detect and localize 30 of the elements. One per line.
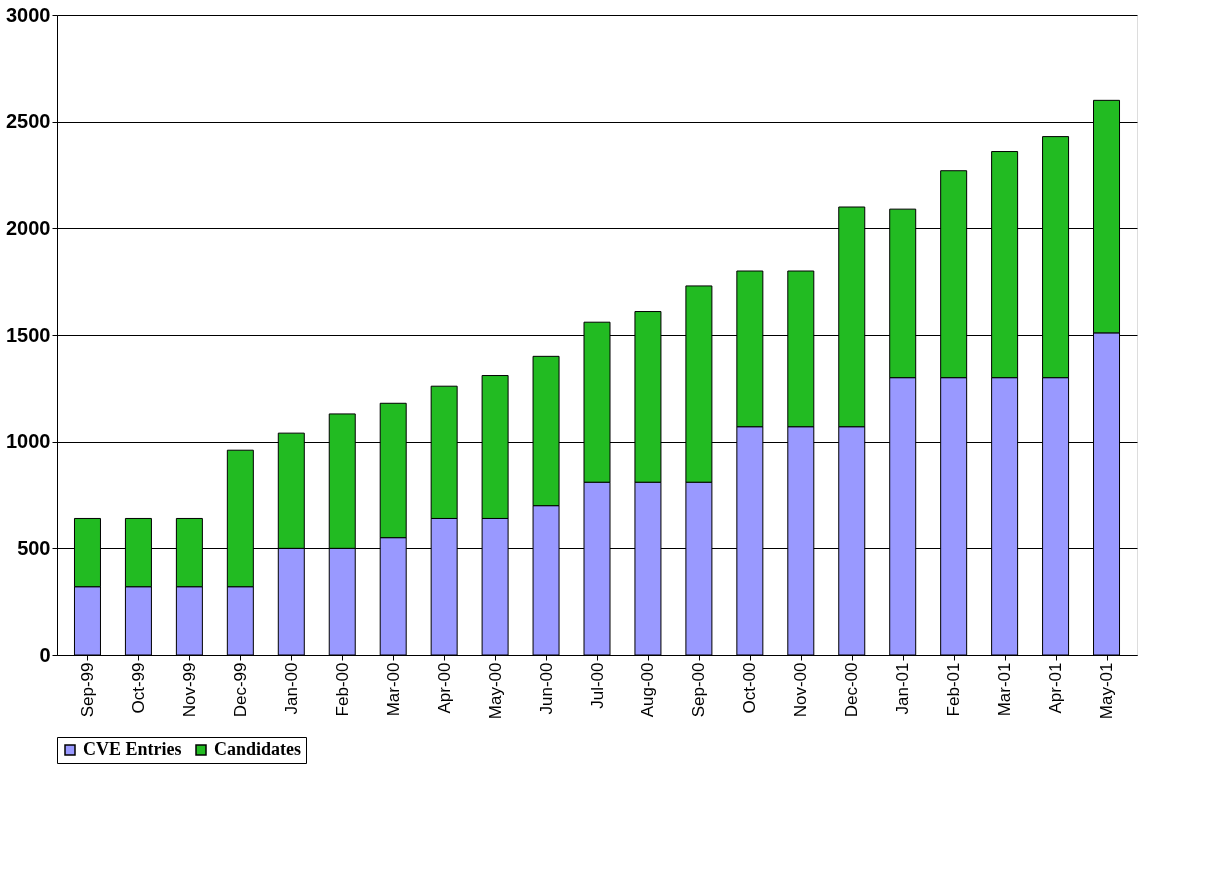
x-tick-label: Feb-01 [944, 662, 964, 717]
x-tick-label: Dec-00 [842, 662, 862, 718]
x-tick-label: Mar-01 [995, 662, 1015, 717]
x-tick-label: Jul-00 [587, 662, 607, 709]
legend-label: Candidates [214, 739, 302, 759]
x-tick-label: May-00 [485, 662, 505, 720]
x-tick-label: Mar-00 [383, 662, 403, 717]
x-tick-label: Apr-00 [434, 662, 454, 714]
y-tick-label: 2500 [6, 110, 51, 133]
legend-label: CVE Entries [83, 739, 182, 759]
x-tick-label: Sep-99 [77, 662, 97, 718]
x-tick-label: Dec-99 [230, 662, 250, 718]
x-tick-label: Oct-00 [740, 662, 760, 714]
x-tick-label: Nov-00 [791, 662, 811, 718]
y-tick-label: 0 [39, 643, 51, 666]
x-tick-label: Oct-99 [128, 662, 148, 714]
x-tick-label: Nov-99 [179, 662, 199, 718]
x-tick-label: Aug-00 [638, 662, 658, 718]
y-tick-label: 500 [17, 536, 51, 559]
y-tick-label: 1000 [6, 430, 51, 453]
x-tick-label: Jun-00 [536, 662, 556, 715]
y-tick-label: 3000 [6, 3, 51, 26]
x-tick-label: May-01 [1097, 662, 1117, 720]
x-tick-label: Sep-00 [689, 662, 709, 718]
x-tick-label: Jan-00 [281, 662, 301, 715]
y-tick-label: 1500 [6, 323, 51, 346]
x-tick-label: Feb-00 [332, 662, 352, 717]
y-tick-label: 2000 [6, 216, 51, 239]
x-tick-label: Apr-01 [1046, 662, 1066, 714]
x-tick-label: Jan-01 [893, 662, 913, 715]
